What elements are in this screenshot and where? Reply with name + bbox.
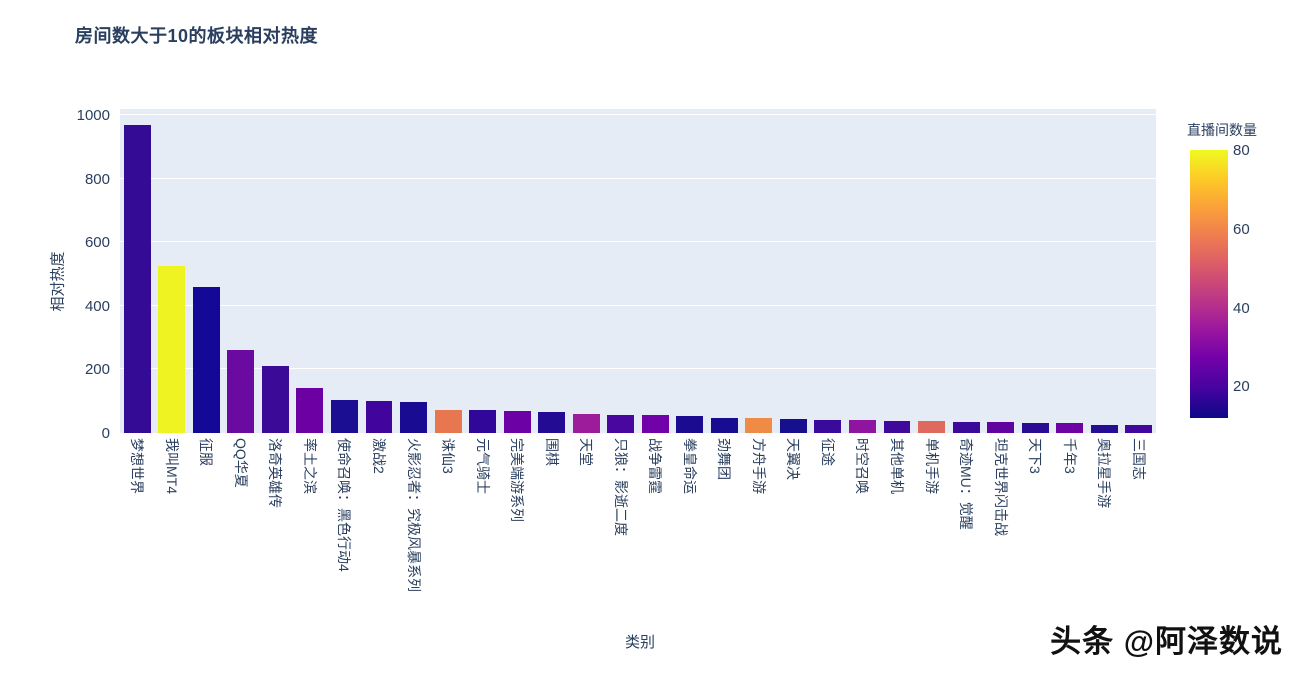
colorbar-title: 直播间数量 bbox=[1187, 122, 1257, 138]
bar-征途[interactable] bbox=[814, 419, 842, 433]
plot-area bbox=[120, 109, 1156, 433]
colorbar-tick-20: 20 bbox=[1233, 378, 1250, 396]
bar-劲舞团[interactable] bbox=[710, 417, 738, 433]
y-tick-600: 600 bbox=[84, 234, 110, 252]
x-tick-其他单机: 其他单机 bbox=[889, 438, 905, 494]
gridline-1000 bbox=[120, 114, 1156, 116]
bar-诛仙3[interactable] bbox=[434, 409, 462, 433]
bar-天下3[interactable] bbox=[1021, 422, 1049, 433]
bar-天堂[interactable] bbox=[572, 413, 600, 433]
x-tick-千年3: 千年3 bbox=[1061, 438, 1078, 474]
bar-只狼：影逝二度[interactable] bbox=[607, 414, 635, 433]
x-tick-征途: 征途 bbox=[819, 438, 836, 466]
bar-使命召唤：黑色行动4[interactable] bbox=[330, 399, 358, 433]
x-tick-奥拉星手游: 奥拉星手游 bbox=[1096, 438, 1113, 508]
y-axis-title: 相对热度 bbox=[49, 251, 67, 312]
x-tick-征服: 征服 bbox=[198, 438, 215, 466]
x-tick-天堂: 天堂 bbox=[578, 438, 595, 466]
x-tick-使命召唤：黑色行动4: 使命召唤：黑色行动4 bbox=[336, 438, 353, 572]
bar-坦克世界闪击战[interactable] bbox=[987, 421, 1015, 433]
bar-奥拉星手游[interactable] bbox=[1090, 424, 1118, 433]
x-tick-率土之滨: 率土之滨 bbox=[301, 438, 318, 494]
colorbar-gradient bbox=[1190, 150, 1228, 418]
x-tick-完美端游系列: 完美端游系列 bbox=[509, 438, 526, 522]
x-tick-拳皇命运: 拳皇命运 bbox=[681, 438, 698, 494]
bar-方舟手游[interactable] bbox=[745, 418, 773, 433]
colorbar-tick-60: 60 bbox=[1233, 220, 1250, 238]
x-tick-三国志: 三国志 bbox=[1130, 438, 1147, 480]
colorbar-tick-80: 80 bbox=[1233, 142, 1250, 159]
x-tick-火影忍者：究极风暴系列: 火影忍者：究极风暴系列 bbox=[405, 438, 422, 592]
bar-拳皇命运[interactable] bbox=[676, 415, 704, 433]
watermark: 头条 @阿泽数说 bbox=[1050, 624, 1283, 659]
x-tick-元气骑士: 元气骑士 bbox=[474, 438, 491, 494]
bar-元气骑士[interactable] bbox=[469, 410, 497, 433]
y-tick-1000: 1000 bbox=[76, 107, 110, 125]
gridline-800 bbox=[120, 177, 1156, 179]
bar-单机手游[interactable] bbox=[918, 420, 945, 433]
chart-title: 房间数大于10的板块相对热度 bbox=[75, 26, 319, 46]
x-tick-QQ华夏: QQ华夏 bbox=[232, 438, 249, 488]
bar-战争雷霆[interactable] bbox=[641, 415, 669, 433]
bar-千年3[interactable] bbox=[1056, 423, 1084, 433]
x-tick-我叫MT4: 我叫MT4 bbox=[163, 438, 180, 494]
x-tick-劲舞团: 劲舞团 bbox=[716, 438, 733, 480]
bar-完美端游系列[interactable] bbox=[503, 410, 531, 433]
bar-激战2[interactable] bbox=[365, 400, 393, 433]
x-tick-激战2: 激战2 bbox=[371, 438, 387, 474]
colorbar-tick-40: 40 bbox=[1233, 299, 1250, 317]
bar-其他单机[interactable] bbox=[883, 420, 911, 433]
y-tick-400: 400 bbox=[84, 297, 110, 315]
x-tick-奇迹MU：觉醒: 奇迹MU：觉醒 bbox=[958, 438, 975, 530]
bar-三国志[interactable] bbox=[1125, 425, 1153, 433]
gridline-400 bbox=[120, 304, 1156, 306]
bar-梦想世界[interactable] bbox=[123, 124, 151, 433]
gridline-600 bbox=[120, 241, 1156, 243]
bar-QQ华夏[interactable] bbox=[227, 350, 255, 433]
x-tick-方舟手游: 方舟手游 bbox=[750, 438, 767, 494]
x-tick-洛奇英雄传: 洛奇英雄传 bbox=[267, 438, 284, 508]
bar-时空召唤[interactable] bbox=[848, 420, 876, 433]
bar-率土之滨[interactable] bbox=[296, 387, 324, 433]
x-tick-战争雷霆: 战争雷霆 bbox=[647, 438, 664, 494]
bar-洛奇英雄传[interactable] bbox=[261, 366, 289, 433]
x-tick-围棋: 围棋 bbox=[543, 438, 560, 466]
bar-征服[interactable] bbox=[192, 286, 220, 433]
bar-围棋[interactable] bbox=[538, 411, 566, 433]
x-tick-梦想世界: 梦想世界 bbox=[129, 438, 146, 494]
y-tick-800: 800 bbox=[84, 170, 110, 188]
x-tick-天下3: 天下3 bbox=[1027, 438, 1044, 474]
x-tick-天翼决: 天翼决 bbox=[785, 438, 802, 480]
bar-火影忍者：究极风暴系列[interactable] bbox=[400, 401, 427, 433]
bar-奇迹MU：觉醒[interactable] bbox=[952, 421, 980, 433]
y-tick-0: 0 bbox=[101, 425, 110, 442]
y-tick-200: 200 bbox=[84, 361, 110, 379]
x-axis-title: 类别 bbox=[624, 634, 655, 651]
x-tick-时空召唤: 时空召唤 bbox=[854, 438, 871, 494]
x-tick-只狼：影逝二度: 只狼：影逝二度 bbox=[612, 438, 629, 536]
bar-我叫MT4[interactable] bbox=[158, 266, 186, 433]
gridline-200 bbox=[120, 368, 1156, 370]
x-tick-坦克世界闪击战: 坦克世界闪击战 bbox=[992, 438, 1009, 536]
bar-天翼决[interactable] bbox=[779, 419, 807, 433]
x-tick-诛仙3: 诛仙3 bbox=[440, 438, 457, 474]
x-tick-单机手游: 单机手游 bbox=[923, 438, 940, 494]
